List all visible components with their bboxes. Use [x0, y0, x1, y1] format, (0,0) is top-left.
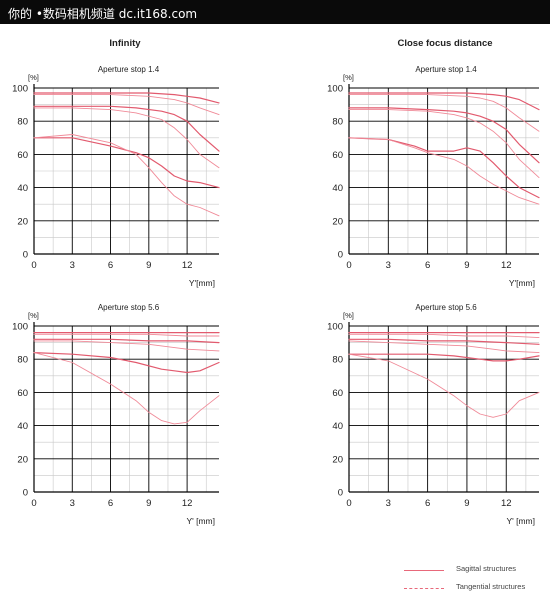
y-tick-label: 100 [327, 84, 343, 95]
legend-swatch-solid [404, 570, 444, 571]
watermark-text: 你的 •数码相机频道 dc.it168.com [8, 7, 198, 21]
x-tick-label: 3 [386, 498, 391, 509]
x-tick-label: 6 [108, 498, 113, 509]
y-tick-label: 40 [17, 183, 28, 194]
y-tick-label: 60 [332, 388, 343, 399]
y-tick-label: 0 [338, 488, 343, 499]
chart-title: Aperture stop 5.6 [98, 303, 160, 312]
x-tick-label: 12 [501, 498, 512, 509]
legend-swatch-dashed [404, 588, 444, 589]
y-tick-label: 100 [12, 84, 28, 95]
x-tick-label: 3 [386, 260, 391, 271]
chart-panel-1: 0 20 40 60 80 100 0 3 6 9 12 [%] Y'[mm] Aperture stop… [12, 65, 220, 288]
column-title-infinity: Infinity [109, 38, 141, 49]
series-line-sagittal [33, 352, 220, 374]
y-tick-label: 60 [17, 388, 28, 399]
series-line-sagittal [348, 107, 540, 164]
y-tick-label: 40 [17, 421, 28, 432]
series-line-sagittal [348, 353, 540, 362]
y-tick-label: 40 [332, 183, 343, 194]
series-line-sagittal [348, 137, 540, 199]
y-tick-label: 80 [17, 355, 28, 366]
y-tick-label: 100 [12, 322, 28, 333]
x-axis-label: Y' [mm] [506, 516, 535, 526]
x-tick-label: 12 [182, 260, 193, 271]
series-line-tangential [348, 333, 540, 339]
x-tick-label: 9 [464, 260, 469, 271]
chart-title: Aperture stop 1.4 [98, 65, 160, 74]
y-tick-label: 0 [23, 488, 28, 499]
x-tick-label: 0 [31, 260, 36, 271]
x-tick-label: 9 [464, 498, 469, 509]
series-line-tangential [348, 94, 540, 132]
x-axis-label: Y'[mm] [509, 278, 535, 288]
series-line-sagittal [348, 92, 540, 111]
x-axis-label: Y'[mm] [189, 278, 215, 288]
series-line-tangential [33, 107, 220, 169]
y-tick-label: 60 [17, 150, 28, 161]
y-tick-label: 0 [338, 250, 343, 261]
y-tick-label: 80 [332, 355, 343, 366]
series-line-sagittal [33, 105, 220, 152]
series-line-tangential [348, 137, 540, 205]
series-line-tangential [33, 352, 220, 425]
x-tick-label: 0 [346, 498, 351, 509]
x-tick-label: 3 [70, 498, 75, 509]
x-tick-label: 12 [501, 260, 512, 271]
x-tick-label: 6 [425, 260, 430, 271]
y-axis-label: [%] [343, 73, 354, 82]
watermark-banner: 你的 •数码相机频道 dc.it168.com [0, 0, 550, 24]
series-line-sagittal [33, 92, 220, 104]
chart-panel-4: 0 20 40 60 80 100 0 3 6 9 12 [%] Y' [mm] Aperture sto… [327, 303, 540, 526]
chart-panel-3: 0 20 40 60 80 100 0 3 6 9 12 [%] Y' [mm] Aperture sto… [12, 303, 220, 526]
x-tick-label: 9 [146, 260, 151, 271]
chart-title: Aperture stop 1.4 [415, 65, 477, 74]
series-line-tangential [33, 333, 220, 337]
y-tick-label: 20 [17, 216, 28, 227]
x-tick-label: 6 [108, 260, 113, 271]
legend-label-tangential: Tangential structures [456, 582, 526, 591]
y-tick-label: 80 [332, 117, 343, 128]
x-tick-label: 6 [425, 498, 430, 509]
series-line-tangential [33, 134, 220, 217]
legend-label-sagittal: Sagittal structures [456, 564, 517, 573]
y-tick-label: 80 [17, 117, 28, 128]
series-line-sagittal [33, 137, 220, 189]
legend-item-sagittal: Sagittal structures [390, 564, 550, 578]
chart-title: Aperture stop 5.6 [415, 303, 477, 312]
y-axis-label: [%] [28, 73, 39, 82]
y-tick-label: 60 [332, 150, 343, 161]
x-tick-label: 9 [146, 498, 151, 509]
x-tick-label: 3 [70, 260, 75, 271]
y-tick-label: 100 [327, 322, 343, 333]
x-tick-label: 0 [346, 260, 351, 271]
series-line-tangential [348, 340, 540, 354]
y-tick-label: 20 [332, 216, 343, 227]
series-line-sagittal [348, 338, 540, 345]
column-title-close-focus: Close focus distance [397, 38, 493, 49]
chart-panel-2: 0 20 40 60 80 100 0 3 6 9 12 [%] Y'[mm] Aperture stop… [327, 65, 540, 288]
y-axis-label: [%] [343, 311, 354, 320]
x-tick-label: 12 [182, 498, 193, 509]
series-line-tangential [33, 340, 220, 352]
y-tick-label: 40 [332, 421, 343, 432]
series-line-tangential [348, 109, 540, 179]
series-line-tangential [348, 353, 540, 418]
series-line-sagittal [33, 338, 220, 344]
y-tick-label: 20 [332, 454, 343, 465]
y-axis-label: [%] [28, 311, 39, 320]
y-tick-label: 20 [17, 454, 28, 465]
y-tick-label: 0 [23, 250, 28, 261]
x-tick-label: 0 [31, 498, 36, 509]
x-axis-label: Y' [mm] [186, 516, 215, 526]
series-line-tangential [33, 94, 220, 116]
legend: Sagittal structures Tangential structure… [390, 558, 550, 600]
legend-item-tangential: Tangential structures [390, 582, 550, 596]
